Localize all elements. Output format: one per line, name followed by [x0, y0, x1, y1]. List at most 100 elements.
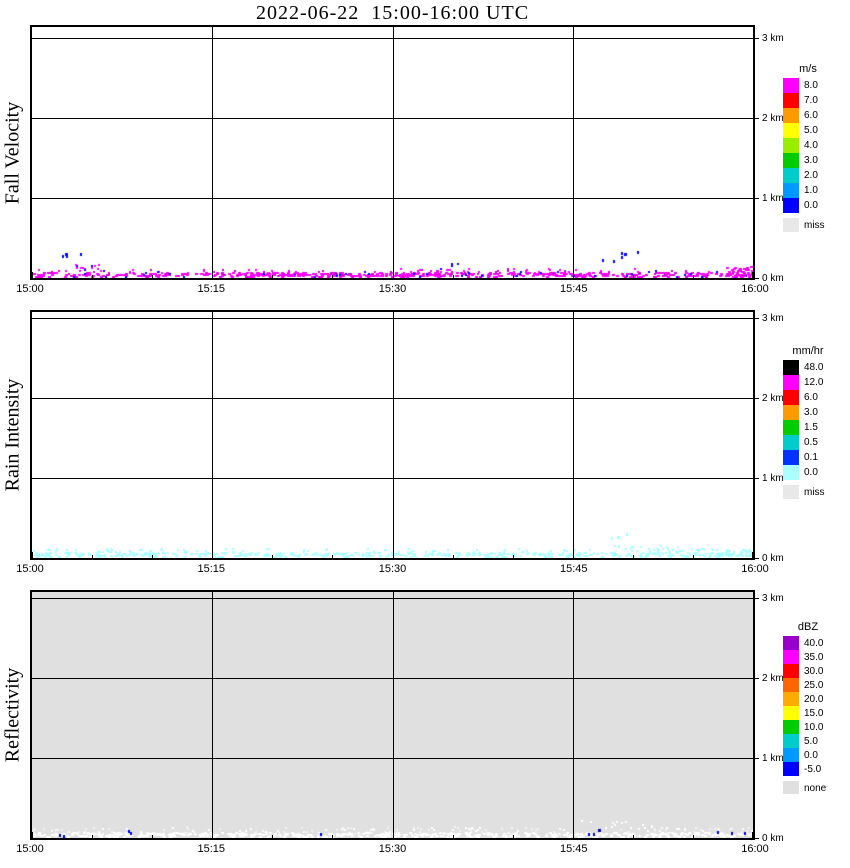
panel-ylabel: Rain Intensity [1, 378, 24, 492]
x-tick-label: 16:00 [741, 843, 769, 855]
colorbar-block [783, 123, 799, 138]
x-tick-mark [152, 835, 153, 838]
x-tick-mark [32, 552, 33, 558]
panel-ylabel: Reflectivity [1, 667, 24, 763]
x-tick-mark [32, 272, 33, 278]
x-tick-mark [272, 275, 273, 278]
x-tick-mark [752, 832, 753, 838]
colorbar-block [783, 678, 799, 692]
colorbar-tick-label: -5.0 [804, 764, 822, 775]
x-tick-mark [393, 272, 394, 278]
x-tick-mark [453, 835, 454, 838]
colorbar-block [783, 435, 799, 450]
km-axis-label: 3 km [762, 313, 784, 324]
colorbar-tick-label: 0.0 [804, 750, 818, 761]
colorbar-missing-label: miss [804, 487, 825, 498]
x-tick-mark [453, 555, 454, 558]
x-tick-mark [212, 832, 213, 838]
y-grid-line [32, 598, 753, 599]
x-tick-mark [513, 555, 514, 558]
x-tick-mark [573, 552, 574, 558]
x-grid-line [573, 592, 574, 838]
x-tick-mark [332, 275, 333, 278]
km-tick-mark [755, 478, 759, 479]
echo-canvas [32, 592, 753, 838]
colorbar-block [783, 465, 799, 480]
colorbar-missing-label: miss [804, 220, 825, 231]
colorbar-block [783, 375, 799, 390]
km-tick-mark [755, 318, 759, 319]
x-tick-mark [272, 835, 273, 838]
x-tick-mark [633, 275, 634, 278]
x-tick-label: 15:15 [197, 563, 226, 575]
colorbar-block [783, 405, 799, 420]
colorbar-block [783, 734, 799, 748]
km-tick-mark [755, 38, 759, 39]
x-tick-mark [332, 835, 333, 838]
colorbar-unit-label: dBZ [797, 621, 819, 633]
figure-title: 2022-06-22 15:00-16:00 UTC [255, 2, 530, 24]
km-axis-label: 1 km [762, 473, 784, 484]
km-tick-mark [755, 558, 759, 559]
x-tick-mark [693, 555, 694, 558]
x-grid-line [393, 592, 394, 838]
x-tick-label: 15:45 [559, 563, 588, 575]
colorbar-block [783, 650, 799, 664]
km-axis-label: 0 km [762, 273, 784, 284]
y-grid-line [32, 318, 753, 319]
x-tick-mark [573, 832, 574, 838]
plot-area [30, 310, 755, 560]
x-tick-mark [513, 835, 514, 838]
colorbar-block [783, 138, 799, 153]
x-tick-label: 15:30 [378, 563, 407, 575]
x-grid-line [573, 27, 574, 278]
km-axis-label: 2 km [762, 113, 784, 124]
km-tick-mark [755, 198, 759, 199]
x-tick-mark [693, 835, 694, 838]
colorbar-tick-label: 3.0 [804, 155, 818, 166]
x-tick-label: 15:00 [16, 843, 44, 855]
colorbar-block [783, 664, 799, 678]
colorbar-block [783, 78, 799, 93]
x-tick-label: 15:30 [378, 283, 407, 295]
colorbar-block [783, 168, 799, 183]
colorbar-tick-label: 48.0 [804, 362, 824, 373]
colorbar-tick-label: 6.0 [804, 110, 818, 121]
colorbar-block [783, 720, 799, 734]
colorbar-unit-label: m/s [799, 63, 817, 75]
x-tick-label: 15:30 [378, 843, 407, 855]
km-tick-mark [755, 598, 759, 599]
y-grid-line [32, 758, 753, 759]
km-axis-label: 0 km [762, 833, 784, 844]
x-tick-mark [332, 555, 333, 558]
colorbar-block [783, 636, 799, 650]
colorbar-missing-block [783, 781, 799, 794]
colorbar-tick-label: 0.0 [804, 200, 818, 211]
colorbar-block [783, 183, 799, 198]
x-tick-mark [752, 272, 753, 278]
x-tick-mark [92, 275, 93, 278]
colorbar-tick-label: 8.0 [804, 80, 818, 91]
km-tick-mark [755, 678, 759, 679]
colorbar-block [783, 748, 799, 762]
colorbar-block [783, 420, 799, 435]
y-grid-line [32, 398, 753, 399]
x-tick-mark [573, 272, 574, 278]
x-tick-mark [92, 555, 93, 558]
x-tick-mark [32, 832, 33, 838]
echo-canvas [32, 27, 753, 278]
x-tick-mark [393, 832, 394, 838]
colorbar-tick-label: 25.0 [804, 680, 824, 691]
echo-canvas [32, 312, 753, 558]
colorbar-missing-block [783, 485, 799, 499]
colorbar-unit-label: mm/hr [792, 345, 824, 357]
x-tick-mark [633, 555, 634, 558]
plot-area [30, 25, 755, 280]
y-grid-line [32, 198, 753, 199]
colorbar-block [783, 450, 799, 465]
colorbar-block [783, 360, 799, 375]
colorbar-tick-label: 5.0 [804, 125, 818, 136]
x-grid-line [573, 312, 574, 558]
x-tick-mark [513, 275, 514, 278]
